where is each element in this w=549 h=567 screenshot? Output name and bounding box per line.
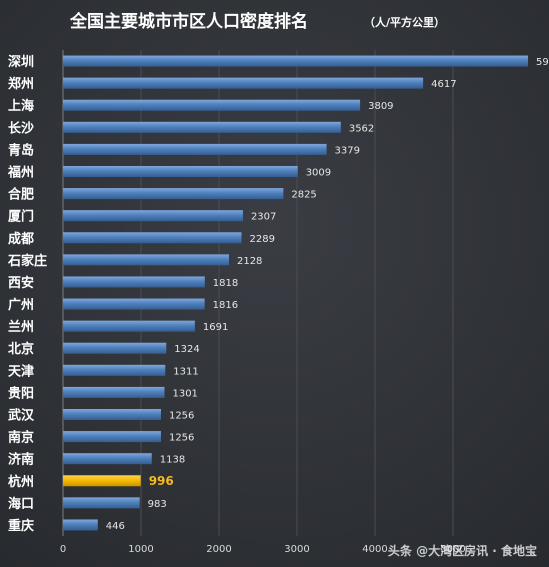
value-label: 1691 <box>203 322 228 333</box>
bar-18 <box>63 431 161 443</box>
value-label: 3009 <box>306 168 331 179</box>
value-label: 2307 <box>251 212 276 223</box>
x-axis-ticks: 0 1000 2000 3000 4000 5000 <box>60 544 466 555</box>
category-label: 福州 <box>7 165 34 181</box>
bar-7 <box>63 188 284 200</box>
bar-6 <box>63 166 298 177</box>
value-label: 1256 <box>169 411 194 422</box>
x-tick-label: 3000 <box>284 544 309 555</box>
bar-17 <box>63 409 161 420</box>
value-label: 1818 <box>213 278 238 289</box>
category-label: 兰州 <box>8 319 34 335</box>
value-label: 5962 <box>536 57 549 68</box>
x-tick-label: 4000 <box>362 544 387 555</box>
bar-5 <box>63 143 327 155</box>
category-label: 西安 <box>8 275 34 291</box>
bar-1 <box>63 55 529 67</box>
category-label: 贵阳 <box>8 385 34 401</box>
category-label: 上海 <box>8 98 34 114</box>
category-label: 天津 <box>8 363 34 379</box>
category-label: 长沙 <box>8 120 34 136</box>
bar-16 <box>63 386 165 398</box>
bar-15 <box>63 364 166 376</box>
bar-4 <box>63 121 341 133</box>
category-label: 郑州 <box>8 76 34 92</box>
value-label: 4617 <box>431 79 456 90</box>
bar-9 <box>63 232 242 244</box>
category-label: 厦门 <box>8 209 34 225</box>
value-label: 2825 <box>291 190 316 201</box>
x-tick-label: 2000 <box>206 544 231 555</box>
value-label: 2289 <box>250 234 275 245</box>
category-label: 成都 <box>8 231 34 247</box>
category-label: 杭州 <box>8 474 34 490</box>
bar-21 <box>63 497 140 509</box>
bar-10 <box>63 254 229 266</box>
value-label: 3809 <box>368 101 393 112</box>
category-label: 南京 <box>8 430 34 446</box>
bar-19 <box>63 453 152 465</box>
chart-title-group: 全国主要城市市区人口密度排名 （人/平方公里） <box>69 11 445 32</box>
category-label: 合肥 <box>8 187 34 203</box>
value-label: 3379 <box>335 145 360 156</box>
category-label: 海口 <box>8 496 34 512</box>
value-label: 1138 <box>160 455 185 466</box>
bar-22 <box>63 519 98 531</box>
chart-title: 全国主要城市市区人口密度排名 <box>69 11 308 32</box>
bar-11 <box>63 276 205 288</box>
value-label: 996 <box>149 474 174 488</box>
x-tick-label: 5000 <box>440 544 465 555</box>
value-label: 1816 <box>213 300 238 311</box>
bars-layer <box>63 55 529 531</box>
value-label: 3562 <box>349 123 374 134</box>
bar-13 <box>63 320 195 332</box>
bar-2 <box>63 77 424 89</box>
bar-12 <box>63 298 205 310</box>
bar-3 <box>63 99 361 111</box>
category-label: 深圳 <box>8 54 34 70</box>
x-tick-label: 0 <box>60 544 66 555</box>
category-label: 济南 <box>8 452 34 468</box>
value-label: 983 <box>148 499 167 510</box>
watermark-text: 头条 @大湾区房讯 · 食地宝 <box>387 544 537 558</box>
value-label: 1311 <box>173 366 198 377</box>
value-label: 1324 <box>174 344 199 355</box>
value-label: 2128 <box>237 256 262 267</box>
category-label: 重庆 <box>8 518 34 534</box>
category-label: 青岛 <box>8 142 34 158</box>
category-label: 广州 <box>8 297 34 313</box>
x-tick-label: 1000 <box>128 544 153 555</box>
bar-20 <box>63 475 141 487</box>
category-label: 石家庄 <box>7 253 47 269</box>
bar-8 <box>63 210 243 222</box>
bar-14 <box>63 342 167 354</box>
value-label: 446 <box>106 521 125 532</box>
labels-layer: 深圳 5962 郑州 4617 上海 3809 长沙 3562 青岛 3379 福州 3009 合肥 28… <box>7 54 549 534</box>
category-label: 北京 <box>8 341 34 357</box>
value-label: 1256 <box>169 433 194 444</box>
category-label: 武汉 <box>8 408 35 424</box>
chart-unit-label: （人/平方公里） <box>364 15 445 29</box>
value-label: 1301 <box>172 388 197 399</box>
